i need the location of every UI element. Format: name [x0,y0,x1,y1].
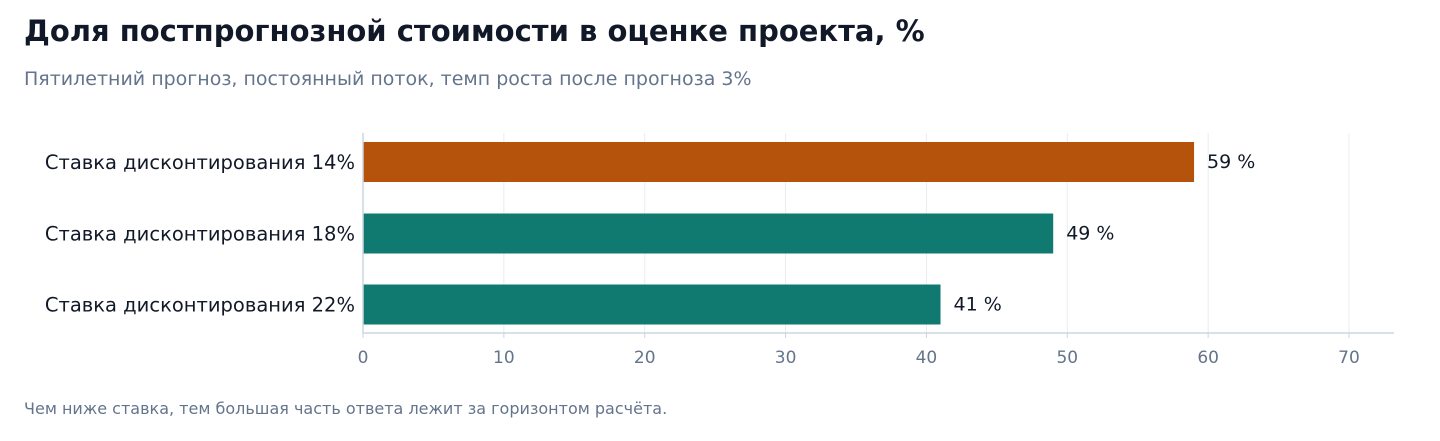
category-label: Ставка дисконтирования 22% [45,294,355,317]
x-tick-label: 40 [916,348,938,368]
x-tick-label: 10 [493,348,515,368]
bar [363,142,1195,182]
x-tick-label: 50 [1056,348,1078,368]
bar [363,284,941,325]
category-label: Ставка дисконтирования 18% [45,223,355,246]
data-label: 59 % [1207,151,1255,173]
chart-footnote: Чем ниже ставка, тем большая часть ответ… [24,399,668,418]
x-tick-label: 70 [1338,348,1360,368]
x-tick-label: 60 [1197,348,1219,368]
chart-title: Доля постпрогнозной стоимости в оценке п… [24,14,925,48]
chart-subtitle: Пятилетний прогноз, постоянный поток, те… [24,68,752,90]
category-label: Ставка дисконтирования 14% [45,151,355,174]
x-tick-label: 20 [634,348,656,368]
data-label: 41 % [954,294,1002,316]
x-tick-label: 30 [775,348,797,368]
bar [363,213,1054,254]
data-label: 49 % [1066,223,1114,245]
x-tick-label: 0 [358,348,369,368]
